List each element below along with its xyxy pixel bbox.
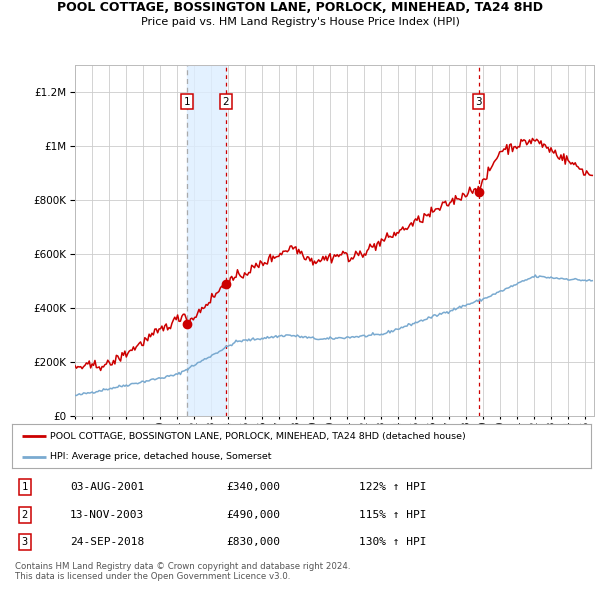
- Text: 122% ↑ HPI: 122% ↑ HPI: [359, 483, 427, 493]
- Text: 24-SEP-2018: 24-SEP-2018: [70, 537, 144, 547]
- Text: POOL COTTAGE, BOSSINGTON LANE, PORLOCK, MINEHEAD, TA24 8HD (detached house): POOL COTTAGE, BOSSINGTON LANE, PORLOCK, …: [50, 431, 466, 441]
- Text: 2: 2: [223, 97, 229, 107]
- Bar: [187, 65, 226, 416]
- Text: Contains HM Land Registry data © Crown copyright and database right 2024.: Contains HM Land Registry data © Crown c…: [15, 562, 350, 571]
- Text: 1: 1: [22, 483, 28, 493]
- Text: POOL COTTAGE, BOSSINGTON LANE, PORLOCK, MINEHEAD, TA24 8HD: POOL COTTAGE, BOSSINGTON LANE, PORLOCK, …: [57, 1, 543, 14]
- Text: 13-NOV-2003: 13-NOV-2003: [70, 510, 144, 520]
- Text: 130% ↑ HPI: 130% ↑ HPI: [359, 537, 427, 547]
- Text: HPI: Average price, detached house, Somerset: HPI: Average price, detached house, Some…: [50, 453, 271, 461]
- Text: 3: 3: [475, 97, 482, 107]
- Text: £490,000: £490,000: [226, 510, 280, 520]
- Text: 115% ↑ HPI: 115% ↑ HPI: [359, 510, 427, 520]
- Text: Price paid vs. HM Land Registry's House Price Index (HPI): Price paid vs. HM Land Registry's House …: [140, 17, 460, 27]
- Text: 1: 1: [184, 97, 190, 107]
- Text: 3: 3: [22, 537, 28, 547]
- Text: £830,000: £830,000: [226, 537, 280, 547]
- Text: £340,000: £340,000: [226, 483, 280, 493]
- Text: This data is licensed under the Open Government Licence v3.0.: This data is licensed under the Open Gov…: [15, 572, 290, 581]
- Text: 03-AUG-2001: 03-AUG-2001: [70, 483, 144, 493]
- Text: 2: 2: [22, 510, 28, 520]
